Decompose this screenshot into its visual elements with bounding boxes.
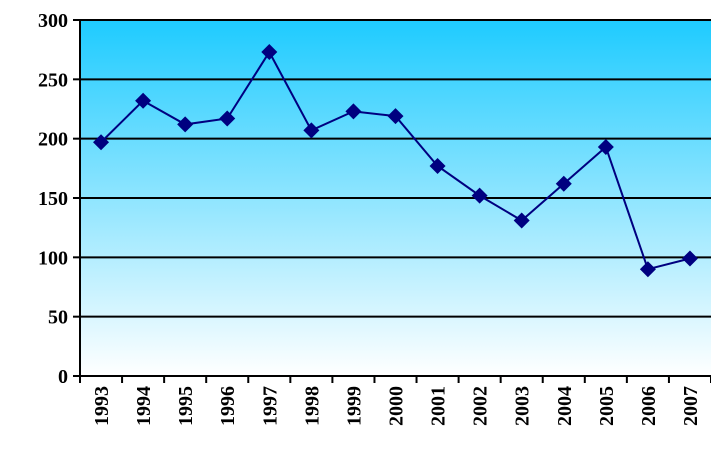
data-point-2001	[429, 157, 446, 174]
x-tick-label: 1993	[91, 386, 113, 426]
x-tick-labels: 1993 1994 1995 1996 1997 1998 1999 2000 2001 2002…	[91, 386, 702, 426]
data-point-1993	[93, 134, 110, 151]
x-tick-label: 1998	[301, 386, 323, 426]
data-point-1998	[303, 122, 320, 139]
data-point-1994	[135, 92, 152, 109]
x-tick-label: 2000	[386, 386, 408, 426]
x-tick-label: 2007	[680, 386, 702, 426]
y-tick-label: 300	[38, 10, 68, 32]
y-tick-label: 200	[38, 129, 68, 151]
gridlines	[80, 19, 711, 318]
data-point-1996	[219, 110, 236, 127]
y-tick-labels: 0 50 100 150 200 250 300	[38, 10, 68, 388]
x-tick-label: 2006	[638, 386, 660, 426]
y-tick-label: 50	[48, 307, 68, 329]
data-point-2005	[597, 138, 614, 155]
y-tick-label: 150	[38, 188, 68, 210]
x-tick-label: 2003	[512, 386, 534, 426]
x-tick-label: 1994	[133, 386, 155, 426]
data-point-2007	[681, 250, 698, 267]
x-tick-label: 1996	[217, 386, 239, 426]
data-point-1999	[345, 103, 362, 120]
x-tick-label: 1999	[343, 386, 365, 426]
y-tick-label: 100	[38, 247, 68, 269]
x-tick-label: 1995	[175, 386, 197, 426]
x-tick-label: 2002	[470, 386, 492, 426]
y-tick-label: 0	[58, 366, 68, 388]
data-point-1997	[261, 44, 278, 61]
data-point-1995	[177, 116, 194, 133]
y-tick-label: 250	[38, 69, 68, 91]
x-tick-label: 1997	[259, 386, 281, 426]
axes	[73, 19, 711, 383]
data-point-2004	[555, 175, 572, 192]
data-point-2002	[471, 187, 488, 204]
data-point-2003	[513, 212, 530, 229]
x-tick-label: 2004	[554, 386, 576, 426]
data-point-2000	[387, 108, 404, 125]
x-tick-label: 2005	[596, 386, 618, 426]
data-point-2006	[639, 261, 656, 278]
series	[93, 44, 698, 278]
x-tick-label: 2001	[428, 386, 450, 426]
